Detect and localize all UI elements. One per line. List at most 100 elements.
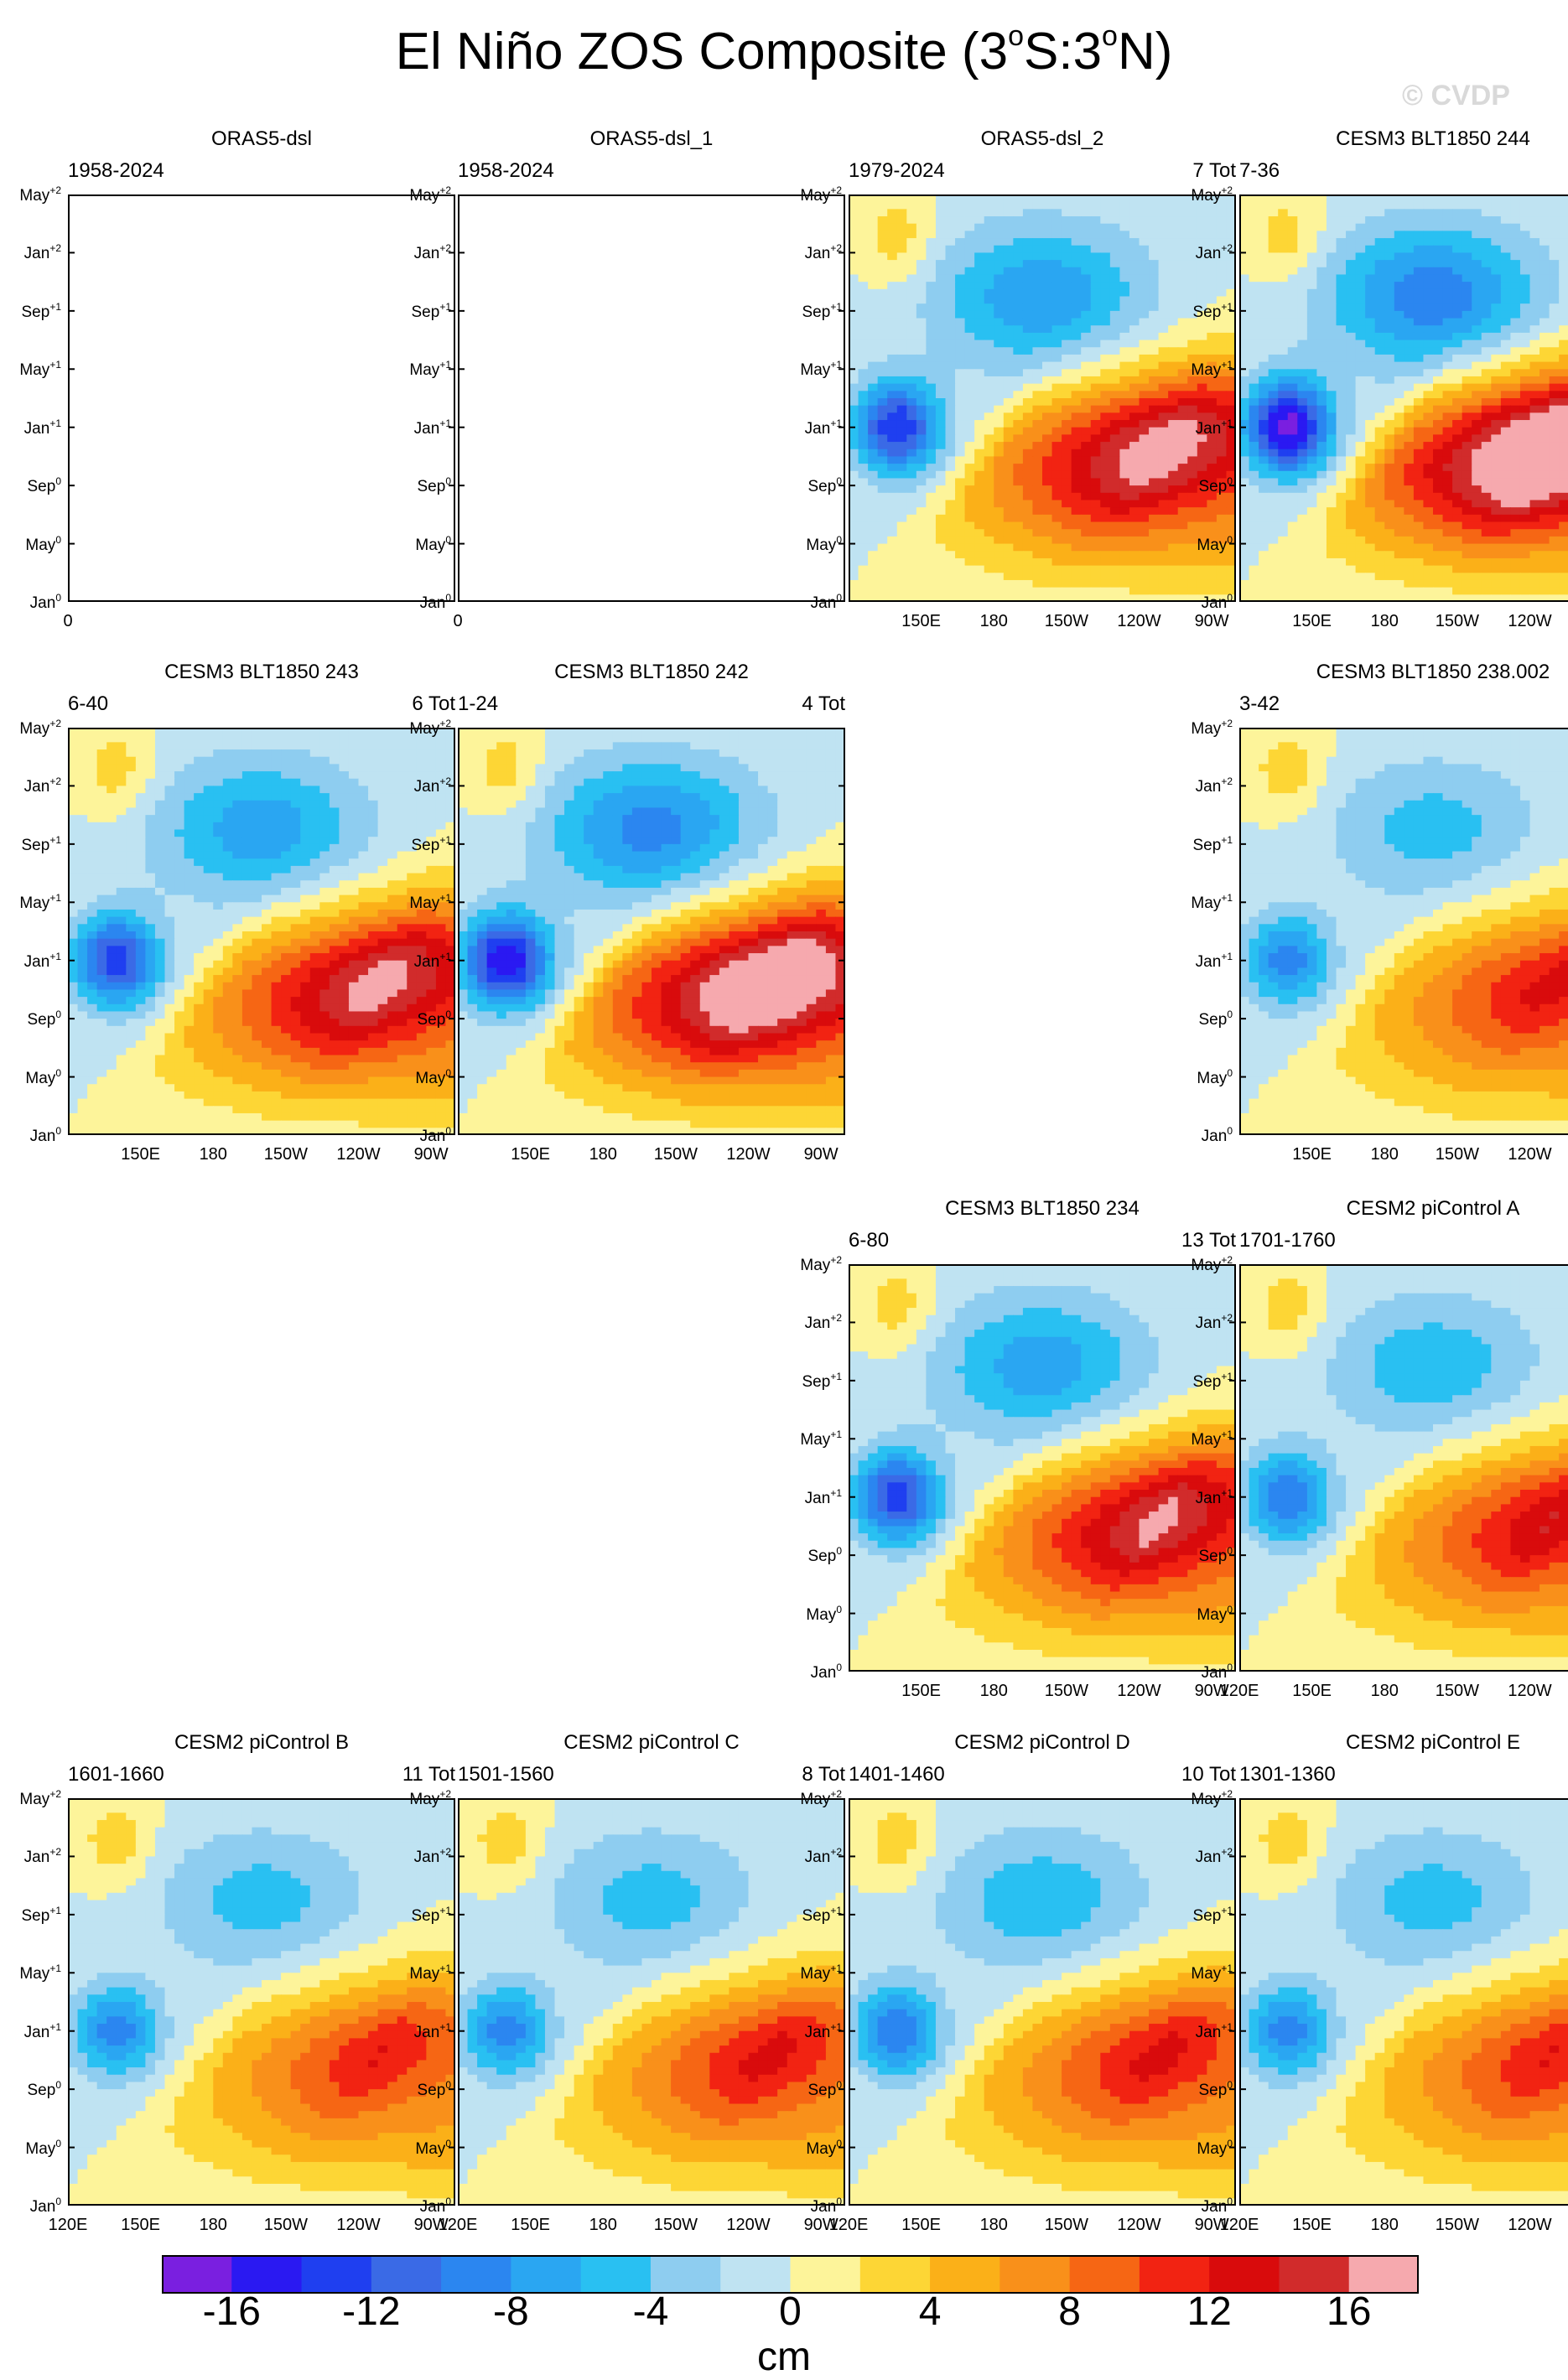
- heatmap-cell: [849, 449, 859, 458]
- heatmap-cell: [271, 771, 282, 780]
- heatmap-cell: [1365, 594, 1376, 602]
- heatmap-cell: [935, 383, 947, 391]
- heatmap-cell: [1168, 543, 1179, 552]
- heatmap-cell: [1226, 340, 1236, 348]
- heatmap-cell: [1062, 551, 1072, 559]
- heatmap-cell: [1168, 449, 1179, 458]
- heatmap-cell: [945, 449, 956, 458]
- heatmap-cell: [926, 267, 937, 276]
- heatmap-cell: [290, 756, 301, 765]
- heatmap-cell: [1042, 579, 1053, 589]
- heatmap-cell: [184, 749, 195, 758]
- heatmap-cell: [1051, 260, 1062, 268]
- heatmap-cell: [1177, 209, 1188, 217]
- heatmap-cell: [1287, 434, 1298, 443]
- heatmap-cell: [1404, 456, 1415, 464]
- heatmap-cell: [1100, 543, 1111, 552]
- heatmap-cell: [1394, 325, 1404, 334]
- heatmap-cell: [1013, 354, 1024, 363]
- heatmap-cell: [1529, 383, 1540, 391]
- heatmap-cell: [1168, 565, 1179, 573]
- heatmap-cell: [1423, 340, 1434, 348]
- heatmap-cell: [1139, 260, 1150, 268]
- heatmap-cell: [1051, 529, 1062, 537]
- heatmap-cell: [1100, 507, 1111, 516]
- heatmap-cell: [858, 492, 869, 501]
- heatmap-cell: [1249, 529, 1259, 537]
- heatmap-cell: [339, 728, 350, 736]
- heatmap-cell: [1022, 376, 1034, 385]
- heatmap-cell: [1481, 587, 1492, 595]
- heatmap-cell: [1158, 507, 1169, 516]
- heatmap-cell: [1100, 398, 1111, 407]
- heatmap-cell: [1423, 529, 1434, 537]
- heatmap-cell: [1297, 288, 1308, 298]
- heatmap-cell: [887, 543, 898, 552]
- heatmap-cell: [1452, 492, 1463, 501]
- heatmap-cell: [1539, 282, 1550, 290]
- heatmap-cell: [1090, 376, 1101, 385]
- heatmap-cell: [1187, 478, 1198, 486]
- heatmap-cell: [1177, 557, 1188, 567]
- heatmap-cell: [858, 507, 869, 516]
- heatmap-cell: [974, 514, 985, 523]
- heatmap-cell: [1462, 573, 1472, 581]
- heatmap-cell: [1306, 303, 1317, 312]
- heatmap-cell: [1149, 288, 1160, 298]
- heatmap-cell: [1119, 361, 1130, 370]
- heatmap-cell: [1316, 332, 1327, 341]
- heatmap-cell: [1239, 209, 1250, 217]
- heatmap-cell: [1559, 449, 1568, 458]
- heatmap-cell: [1119, 434, 1130, 443]
- heatmap-cell: [1306, 464, 1317, 472]
- heatmap-cell: [164, 734, 175, 743]
- heatmap-cell: [1413, 383, 1425, 391]
- heatmap-cell: [1316, 318, 1327, 326]
- heatmap-cell: [1022, 223, 1034, 231]
- heatmap-cell: [1404, 398, 1415, 407]
- heatmap-cell: [1109, 514, 1120, 523]
- heatmap-cell: [1129, 209, 1140, 217]
- heatmap-cell: [1129, 260, 1140, 268]
- heatmap-cell: [1423, 500, 1434, 508]
- heatmap-cell: [935, 369, 947, 377]
- heatmap-cell: [241, 764, 253, 772]
- heatmap-cell: [1326, 296, 1337, 304]
- heatmap-cell: [1177, 449, 1188, 458]
- heatmap-cell: [1177, 398, 1188, 407]
- heatmap-cell: [1549, 427, 1560, 435]
- heatmap-cell: [1119, 260, 1130, 268]
- heatmap-cell: [1365, 427, 1376, 435]
- heatmap-cell: [945, 376, 956, 385]
- heatmap-cell: [1119, 231, 1130, 239]
- heatmap-cell: [1013, 536, 1024, 545]
- heatmap-cell: [926, 332, 937, 341]
- heatmap-cell: [1549, 325, 1560, 334]
- heatmap-cell: [1003, 551, 1014, 559]
- heatmap-cell: [1249, 245, 1259, 254]
- heatmap-cell: [1139, 427, 1150, 435]
- heatmap-cell: [1249, 325, 1259, 334]
- heatmap-cell: [868, 434, 879, 443]
- heatmap-cell: [1187, 565, 1198, 573]
- heatmap-cell: [1287, 282, 1298, 290]
- heatmap-cell: [1062, 478, 1072, 486]
- heatmap-cell: [955, 485, 966, 494]
- heatmap-cell: [1158, 267, 1169, 276]
- heatmap-cell: [271, 742, 282, 750]
- heatmap-cell: [1559, 557, 1568, 567]
- heatmap-cell: [868, 492, 879, 501]
- heatmap-cell: [887, 252, 898, 261]
- heatmap-cell: [926, 245, 937, 254]
- heatmap-cell: [945, 354, 956, 363]
- heatmap-cell: [1168, 209, 1179, 217]
- heatmap-cell: [877, 238, 888, 246]
- heatmap-cell: [1472, 573, 1482, 581]
- heatmap-cell: [1249, 318, 1259, 326]
- heatmap-cell: [1287, 354, 1298, 363]
- heatmap-cell: [868, 391, 879, 399]
- heatmap-cell: [1207, 594, 1218, 602]
- heatmap-cell: [1297, 485, 1308, 494]
- heatmap-cell: [1032, 340, 1043, 348]
- heatmap-cell: [1042, 551, 1053, 559]
